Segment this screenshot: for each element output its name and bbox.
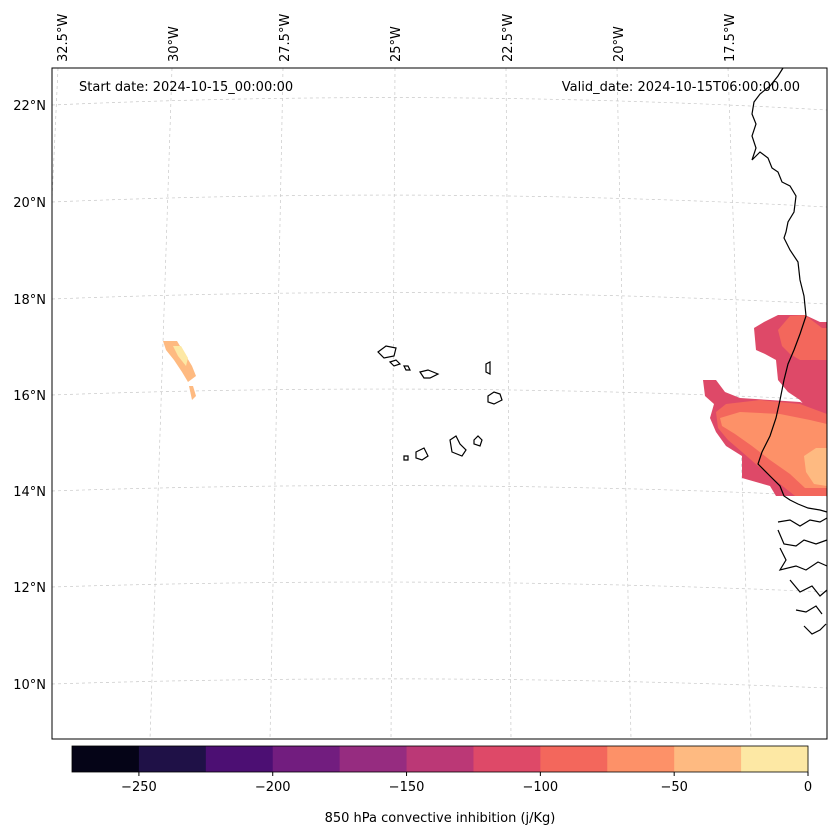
lat-label-18n: 18°N (13, 293, 46, 308)
lon-label-25w: 25°W (389, 26, 404, 62)
lon-label-30w: 30°W (167, 26, 182, 62)
colorbar-tick-label: −150 (389, 780, 425, 795)
island-fogo (415, 447, 429, 461)
colorbar-segment (406, 746, 474, 772)
island-boa-vista (487, 391, 503, 405)
colorbar-segment (339, 746, 408, 772)
colorbar-label: 850 hPa convective inhibition (j/Kg) (325, 811, 556, 826)
cin-patch-west-core (173, 346, 188, 366)
lat-label-14n: 14°N (13, 485, 46, 500)
lat-label-12n: 12°N (13, 581, 46, 596)
island-santiago (449, 435, 467, 457)
graticule (51, 67, 828, 740)
parallel-18n (51, 292, 828, 305)
colorbar-segment (607, 746, 675, 772)
parallel-20n (51, 194, 828, 208)
parallel-12n (51, 581, 828, 593)
colorbar-segment (205, 746, 274, 772)
parallel-22n (51, 97, 828, 111)
valid-date-label: Valid_date: 2024-10-15T06:00:00.00 (562, 80, 800, 95)
colorbar-tick-label: −200 (255, 780, 291, 795)
colorbar-segment (540, 746, 608, 772)
island-sao-nicolau (419, 369, 440, 379)
island-santo-antao (377, 345, 397, 359)
meridian-25w (390, 67, 396, 740)
start-date-label: Start date: 2024-10-15_00:00:00 (79, 80, 293, 95)
longitude-labels: 32.5°W 30°W 27.5°W 25°W 22.5°W 20°W 17.5… (56, 14, 738, 62)
meridian-30w (149, 67, 173, 740)
coastline-west-africa (751, 67, 828, 513)
island-sal (485, 361, 491, 375)
parallel-10n (51, 678, 828, 689)
coastline-guinea (777, 517, 828, 635)
colorbar-tick-label: 0 (804, 780, 812, 795)
meridian-20w (616, 67, 632, 740)
meridian-17-5w (727, 67, 752, 740)
colorbar-tick-label: −50 (660, 780, 687, 795)
map-frame (51, 67, 828, 740)
lon-label-27-5w: 27.5°W (278, 14, 293, 62)
lon-label-22-5w: 22.5°W (501, 14, 516, 62)
colorbar-tick-label: −100 (523, 780, 559, 795)
meridian-32-5w (51, 67, 59, 201)
map-border (51, 67, 828, 740)
island-sao-vicente (388, 359, 402, 367)
parallel-16n (51, 388, 828, 401)
colorbar-segment (272, 746, 341, 772)
colorbar-tick-label: −250 (121, 780, 157, 795)
lon-label-17-5w: 17.5°W (723, 14, 738, 62)
cin-contours (163, 315, 827, 496)
cin-patch-west (163, 341, 196, 382)
colorbar-ticks: −250 −200 −150 −100 −50 0 (121, 772, 812, 795)
island-brava (403, 455, 409, 461)
cin-east-north-inner (778, 315, 827, 360)
coastline (751, 67, 828, 635)
parallel-14n (51, 485, 828, 497)
lon-label-20w: 20°W (612, 26, 627, 62)
island-santa-luzia (403, 365, 411, 371)
cin-patch-west-small (189, 386, 196, 400)
lat-label-10n: 10°N (13, 678, 46, 693)
colorbar-segment (138, 746, 207, 772)
cin-east-south-core (804, 448, 827, 486)
lat-label-16n: 16°N (13, 389, 46, 404)
cin-east-south-inner (720, 412, 827, 488)
lat-label-22n: 22°N (13, 99, 46, 114)
island-maio (473, 435, 483, 447)
colorbar-segment (674, 746, 742, 772)
colorbar-segment (72, 746, 140, 772)
meridian-27-5w (269, 67, 284, 740)
colorbar-segment (473, 746, 541, 772)
colorbar-segment (741, 746, 809, 772)
meridian-22-5w (505, 67, 512, 740)
cape-verde-islands (377, 345, 503, 461)
latitude-labels: 22°N 20°N 18°N 16°N 14°N 12°N 10°N (13, 99, 46, 693)
lon-label-32-5w: 32.5°W (56, 14, 71, 62)
colorbar-border (71, 745, 809, 773)
lat-label-20n: 20°N (13, 196, 46, 211)
colorbar (71, 745, 809, 773)
